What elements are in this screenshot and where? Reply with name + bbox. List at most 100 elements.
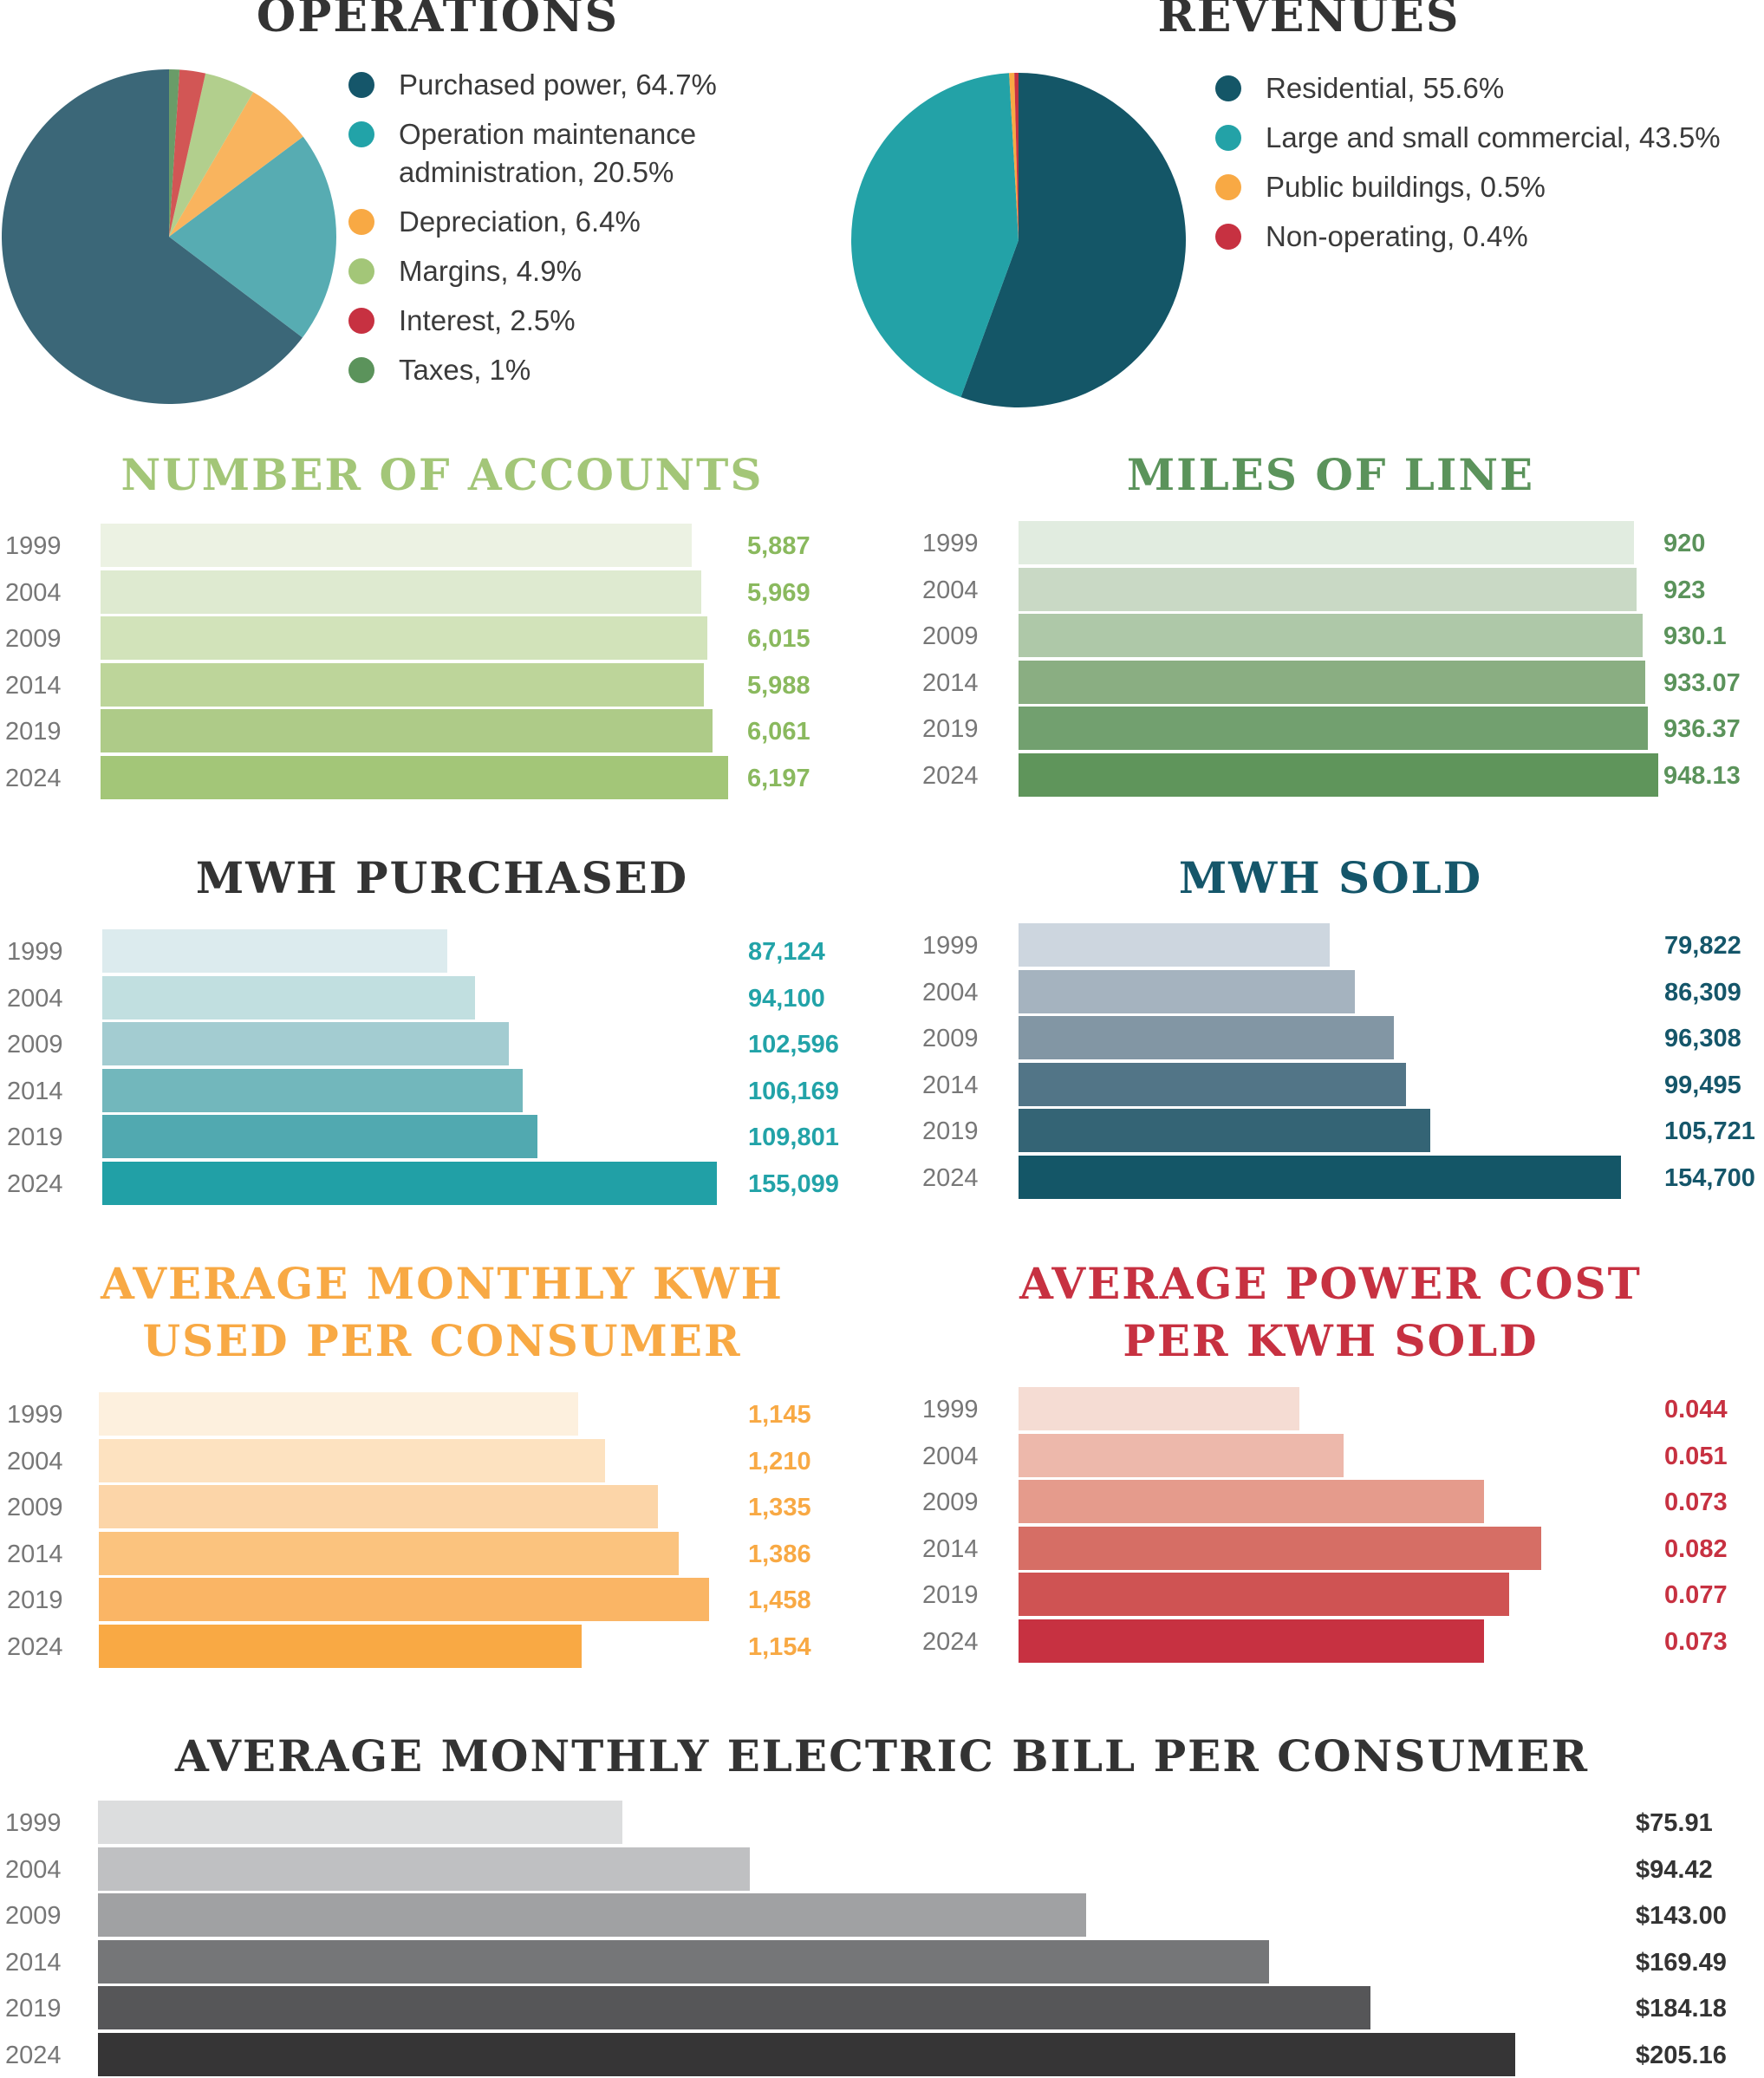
legend-dot-icon: [348, 308, 374, 334]
avg-kwh-title-line-2: USED PER CONSUMER: [142, 1315, 742, 1366]
bar-value-label: 109,801: [748, 1124, 839, 1151]
bar-miles-2024: [1019, 752, 1658, 797]
revenues-legend: Residential, 55.6% Large and small commer…: [1215, 69, 1761, 267]
legend-dot-icon: [348, 72, 374, 98]
legend-label: Large and small commercial, 43.5%: [1266, 121, 1721, 153]
legend-label: Interest, 2.5%: [399, 304, 576, 336]
bar-year-label: 2014: [5, 1948, 62, 1977]
bar-value-label: 155,099: [748, 1169, 839, 1198]
bar-row-2014: 2014 5,988: [5, 662, 872, 707]
pie-slice-interest: [169, 69, 206, 237]
bar-row-1999: 1999 87,124: [7, 929, 874, 973]
bar-row-2009: 2009 102,596: [7, 1022, 874, 1065]
bar-mwh_purchased-2014: [102, 1068, 524, 1112]
bar-year-label: 2014: [922, 1534, 979, 1563]
bar-value-label: 1,210: [748, 1447, 811, 1475]
bar-value-label: 1,154: [748, 1632, 811, 1661]
bar-power_cost-2014: [1019, 1526, 1541, 1570]
bar-row-2019: 2019 105,721: [922, 1109, 1764, 1152]
bar-value-label: 0.077: [1664, 1581, 1728, 1609]
bar-row-2009: 2009 $143.00: [5, 1893, 1764, 1937]
operations-pie-chart: [1, 69, 336, 405]
power-cost-title-line-1: AVERAGE POWER COST: [1019, 1258, 1642, 1309]
bar-year-label: 1999: [922, 932, 979, 960]
bar-value-label: 99,495: [1664, 1071, 1741, 1099]
bar-year-label: 2019: [7, 1586, 63, 1614]
bar-row-2019: 2019 $184.18: [5, 1986, 1764, 2029]
pie-slice-large-and-small-commercial: [851, 73, 1019, 398]
legend-dot-icon: [348, 209, 374, 235]
bar-row-1999: 1999 1,145: [7, 1392, 874, 1436]
bar-value-label: 102,596: [748, 1031, 839, 1059]
bar-accounts-2014: [101, 662, 704, 707]
bar-mwh_sold-2024: [1019, 1155, 1621, 1199]
bar-row-2009: 2009 6,015: [5, 616, 872, 660]
operations-legend: Purchased power, 64.7% Operation maintena…: [348, 66, 834, 401]
bar-year-label: 2024: [922, 761, 979, 790]
bar-row-2004: 2004 94,100: [7, 975, 874, 1019]
bar-miles-2004: [1019, 567, 1637, 611]
legend-item-public-buildings: Public buildings, 0.5%: [1215, 168, 1761, 206]
bar-value-label: 930.1: [1663, 622, 1727, 650]
bar-value-label: $143.00: [1636, 1902, 1727, 1930]
bar-row-2019: 2019 936.37: [922, 707, 1764, 750]
bar-row-1999: 1999 79,822: [922, 923, 1764, 967]
mwh-sold-title: MWH SOLD: [1178, 852, 1483, 903]
bar-value-label: 87,124: [748, 938, 825, 966]
legend-dot-icon: [348, 258, 374, 284]
bar-electric_bill-2014: [98, 1939, 1269, 1984]
bar-year-label: 2009: [5, 1902, 62, 1930]
bar-row-2019: 2019 1,458: [7, 1578, 874, 1621]
bar-miles-2014: [1019, 660, 1646, 704]
legend-label: Operation maintenance administration, 20.…: [399, 118, 697, 188]
bar-miles-1999: [1019, 521, 1635, 564]
bar-row-1999: 1999 0.044: [922, 1387, 1764, 1430]
bar-value-label: 6,197: [747, 764, 810, 792]
bar-year-label: 2004: [922, 978, 979, 1006]
bar-row-2014: 2014 1,386: [7, 1531, 874, 1575]
bar-row-2024: 2024 155,099: [7, 1161, 874, 1205]
electric-bill-title: AVERAGE MONTHLY ELECTRIC BILL PER CONSUM…: [174, 1730, 1590, 1782]
revenues-pie-chart: [851, 73, 1187, 408]
bar-row-2009: 2009 0.073: [922, 1480, 1764, 1523]
bar-value-label: 0.051: [1664, 1442, 1728, 1470]
bar-value-label: 5,969: [747, 578, 810, 607]
pie-slice-purchased-power: [1, 69, 303, 405]
legend-dot-icon: [1215, 224, 1241, 250]
bar-year-label: 2004: [922, 576, 979, 604]
bar-year-label: 1999: [922, 530, 979, 557]
pie-slice-residential: [960, 73, 1187, 408]
bar-row-2024: 2024 948.13: [922, 752, 1764, 797]
legend-item-purchased-power: Purchased power, 64.7%: [348, 66, 834, 104]
bar-value-label: 923: [1663, 576, 1706, 604]
bar-value-label: 1,335: [748, 1494, 811, 1521]
bar-year-label: 2024: [5, 2041, 62, 2069]
bar-value-label: 105,721: [1664, 1117, 1755, 1145]
bar-value-label: 94,100: [748, 984, 825, 1013]
bar-miles-2019: [1019, 707, 1649, 750]
bar-year-label: 2009: [7, 1494, 63, 1521]
power-cost-title: AVERAGE POWER COST PER KWH SOLD: [928, 1255, 1734, 1370]
bar-value-label: 86,309: [1664, 978, 1741, 1006]
legend-dot-icon: [1215, 125, 1241, 151]
bar-value-label: 5,887: [747, 532, 810, 560]
bar-row-2004: 2004 923: [922, 567, 1764, 611]
bar-mwh_sold-2019: [1019, 1109, 1430, 1152]
pie-slice-operation-maintenance-administration: [169, 136, 336, 338]
avg-kwh-title: AVERAGE MONTHLY KWH USED PER CONSUMER: [52, 1255, 832, 1370]
legend-dot-icon: [1215, 174, 1241, 200]
power-cost-bar-chart: 1999 0.044 2004 0.051 2009 0.073 2014 0.082 2019…: [922, 1387, 1764, 1664]
bar-value-label: 1,145: [748, 1401, 811, 1429]
bar-power_cost-1999: [1019, 1387, 1299, 1430]
bar-value-label: 6,061: [747, 718, 810, 746]
bar-row-2004: 2004 86,309: [922, 969, 1764, 1013]
avg-kwh-bar-chart: 1999 1,145 2004 1,210 2009 1,335 2014 1,386 2019…: [7, 1392, 874, 1670]
bar-accounts-2024: [101, 755, 728, 799]
miles-bar-chart: 1999 920 2004 923 2009 930.1 2014 933.07 2019 936…: [922, 521, 1764, 798]
legend-label: Margins, 4.9%: [399, 255, 582, 287]
bar-year-label: 2009: [922, 1488, 979, 1516]
bar-row-2009: 2009 1,335: [7, 1485, 874, 1528]
legend-item-interest: Interest, 2.5%: [348, 302, 834, 340]
bar-avg_kwh-2009: [99, 1485, 658, 1528]
legend-label: Taxes, 1%: [399, 354, 531, 386]
